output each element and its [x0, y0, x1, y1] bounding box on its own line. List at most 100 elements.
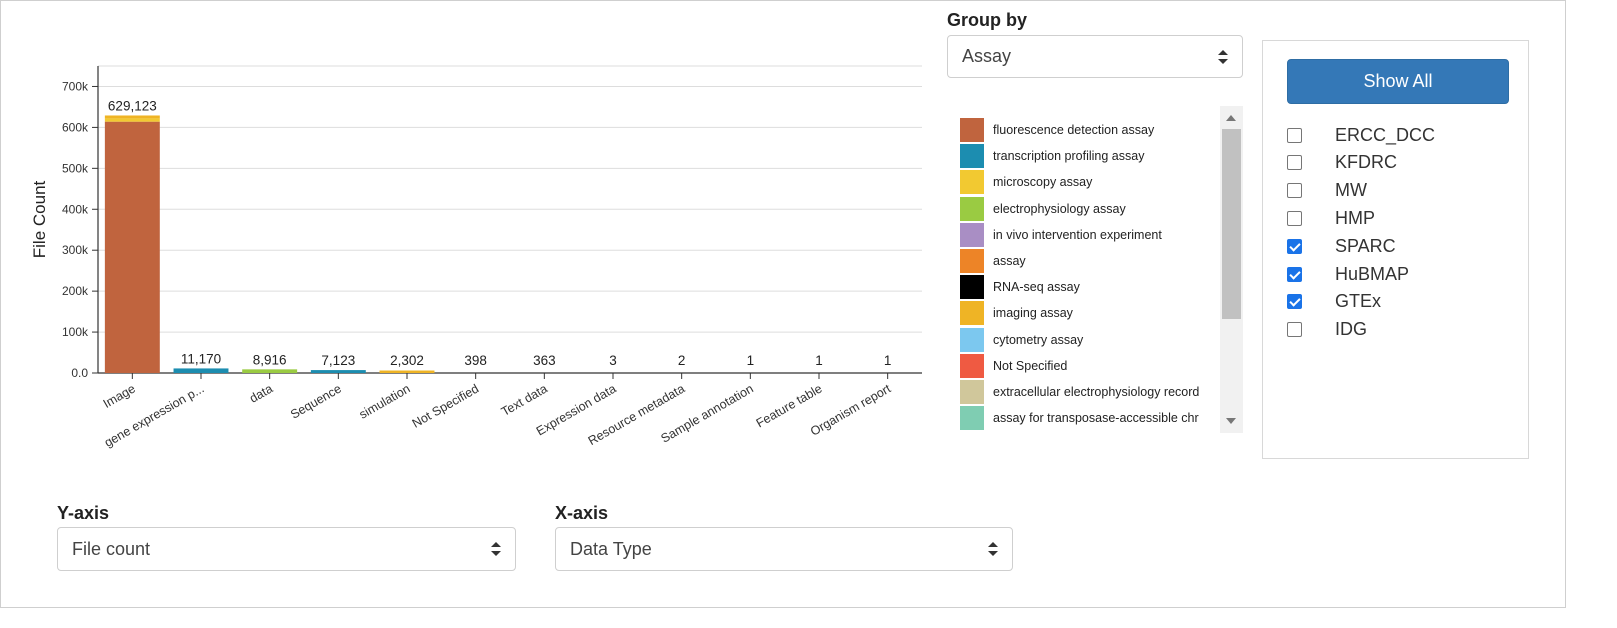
filter-checkbox[interactable] — [1287, 322, 1302, 338]
filter-checkbox[interactable] — [1287, 127, 1302, 143]
filter-item[interactable]: GTEx — [1287, 290, 1381, 314]
legend-list: fluorescence detection assay transcriptio… — [958, 106, 1220, 433]
bar-segment — [104, 118, 160, 122]
filter-item[interactable]: HuBMAP — [1287, 262, 1409, 286]
legend-label: extracellular electrophysiology record — [993, 385, 1200, 399]
legend-swatch — [960, 144, 984, 169]
y-tick-label: 200k — [62, 284, 89, 298]
x-tick-label: data — [247, 381, 275, 405]
legend-scrollbar[interactable] — [1220, 106, 1243, 433]
legend-label: electrophysiology assay — [993, 201, 1126, 216]
scroll-up-arrow-icon[interactable] — [1226, 115, 1236, 121]
bar-total-label: 1 — [884, 353, 892, 368]
filter-item[interactable]: MW — [1287, 179, 1367, 203]
legend-label: imaging assay — [993, 306, 1073, 321]
x-tick-label: Sequence — [288, 381, 344, 421]
legend-swatch — [960, 196, 984, 221]
filter-item[interactable]: HMP — [1287, 206, 1375, 230]
legend-label: Not Specified — [993, 358, 1068, 373]
legend: fluorescence detection assay transcriptio… — [958, 106, 1243, 433]
legend-label: fluorescence detection assay — [993, 123, 1155, 137]
filter-checkbox[interactable] — [1287, 266, 1302, 282]
legend-item: fluorescence detection assay — [960, 118, 1154, 142]
x-tick-label: Image — [101, 381, 138, 411]
legend-swatch — [960, 353, 984, 378]
bar-segment — [310, 370, 366, 373]
bar-chart: 0.0 100k 200k 300k 400k 500k 600k 700k File Coun… — [30, 65, 922, 450]
legend-swatch — [960, 222, 984, 247]
y-axis-label: Y-axis — [57, 503, 110, 523]
filter-checkbox[interactable] — [1287, 294, 1302, 310]
filter-item[interactable]: SPARC — [1287, 234, 1396, 258]
legend-item: Not Specified — [960, 353, 1068, 378]
legend-label: assay for transposase-accessible chr — [993, 411, 1199, 426]
bar-segment — [242, 369, 298, 373]
filter-item[interactable]: KFDRC — [1287, 151, 1397, 175]
select-arrows-icon — [1218, 49, 1228, 64]
legend-item: assay — [960, 249, 1026, 273]
filter-panel: Show All ERCC_DCC KFDRC MW HMP SPARC HuBMAP GT… — [1262, 40, 1529, 459]
filter-checkbox[interactable] — [1287, 210, 1302, 226]
y-tick-label: 300k — [62, 243, 89, 257]
x-tick-label: Not Specified — [410, 381, 481, 430]
app-frame — [0, 0, 1566, 608]
bar-segment — [104, 115, 160, 119]
legend-swatch — [960, 170, 984, 195]
y-axis-select[interactable]: File count — [57, 527, 516, 571]
y-tick-label: 600k — [62, 120, 89, 134]
filter-label: GTEx — [1335, 291, 1382, 312]
filter-checkbox[interactable] — [1287, 238, 1302, 254]
filter-label: HMP — [1335, 207, 1375, 228]
bar-total-label: 3 — [609, 353, 617, 368]
legend-item: microscopy assay — [960, 170, 1093, 195]
legend-label: transcription profiling assay — [993, 149, 1145, 164]
filter-label: IDG — [1335, 319, 1368, 340]
bar-total-label: 629,123 — [108, 98, 157, 113]
bar-segment — [104, 121, 160, 373]
filter-item[interactable]: ERCC_DCC — [1287, 123, 1435, 147]
y-axis-title: File Count — [30, 180, 49, 258]
legend-item: electrophysiology assay — [960, 196, 1126, 221]
group-by-label: Group by — [947, 10, 1027, 30]
legend-swatch — [960, 327, 984, 352]
filter-label: HuBMAP — [1335, 263, 1410, 284]
bar-total-label: 8,916 — [253, 352, 287, 367]
filter-checkbox[interactable] — [1287, 183, 1302, 199]
bar-total-label: 11,170 — [181, 351, 221, 366]
legend-swatch — [960, 301, 984, 326]
legend-label: microscopy assay — [993, 175, 1093, 190]
bar-total-label: 2 — [678, 353, 686, 368]
legend-item: assay for transposase-accessible chr — [960, 406, 1199, 431]
y-tick-label: 700k — [62, 79, 89, 93]
legend-swatch — [960, 118, 984, 142]
filter-checkbox[interactable] — [1287, 155, 1302, 171]
x-axis-select[interactable]: Data Type — [555, 527, 1013, 571]
bar-total-label: 1 — [815, 353, 823, 368]
legend-label: RNA-seq assay — [993, 280, 1080, 295]
bar-segment — [379, 370, 435, 373]
y-axis-value: File count — [72, 538, 151, 559]
filter-label: KFDRC — [1335, 152, 1397, 173]
legend-label: cytometry assay — [993, 332, 1084, 347]
bar-segment — [173, 368, 229, 373]
x-tick-label: Text data — [499, 381, 550, 419]
bar-total-label: 2,302 — [390, 353, 424, 368]
group-by-value: Assay — [962, 46, 1012, 66]
filter-item[interactable]: IDG — [1287, 318, 1367, 342]
legend-label: assay — [993, 254, 1026, 268]
y-tick-label: 400k — [62, 202, 89, 216]
bar-total-label: 7,123 — [321, 353, 355, 368]
bar-total-label: 398 — [464, 353, 487, 368]
scroll-thumb[interactable] — [1222, 129, 1241, 319]
show-all-button[interactable]: Show All — [1287, 59, 1509, 104]
scroll-down-arrow-icon[interactable] — [1226, 418, 1236, 424]
legend-item: extracellular electrophysiology record — [960, 380, 1199, 404]
y-tick-label: 500k — [62, 161, 89, 175]
x-tick-label: simulation — [357, 381, 413, 421]
group-by-select[interactable]: Assay — [947, 35, 1243, 78]
filter-label: ERCC_DCC — [1335, 124, 1436, 145]
select-arrows-icon — [988, 542, 998, 556]
filter-label: MW — [1335, 180, 1367, 201]
legend-item: RNA-seq assay — [960, 275, 1080, 300]
legend-swatch — [960, 275, 984, 300]
